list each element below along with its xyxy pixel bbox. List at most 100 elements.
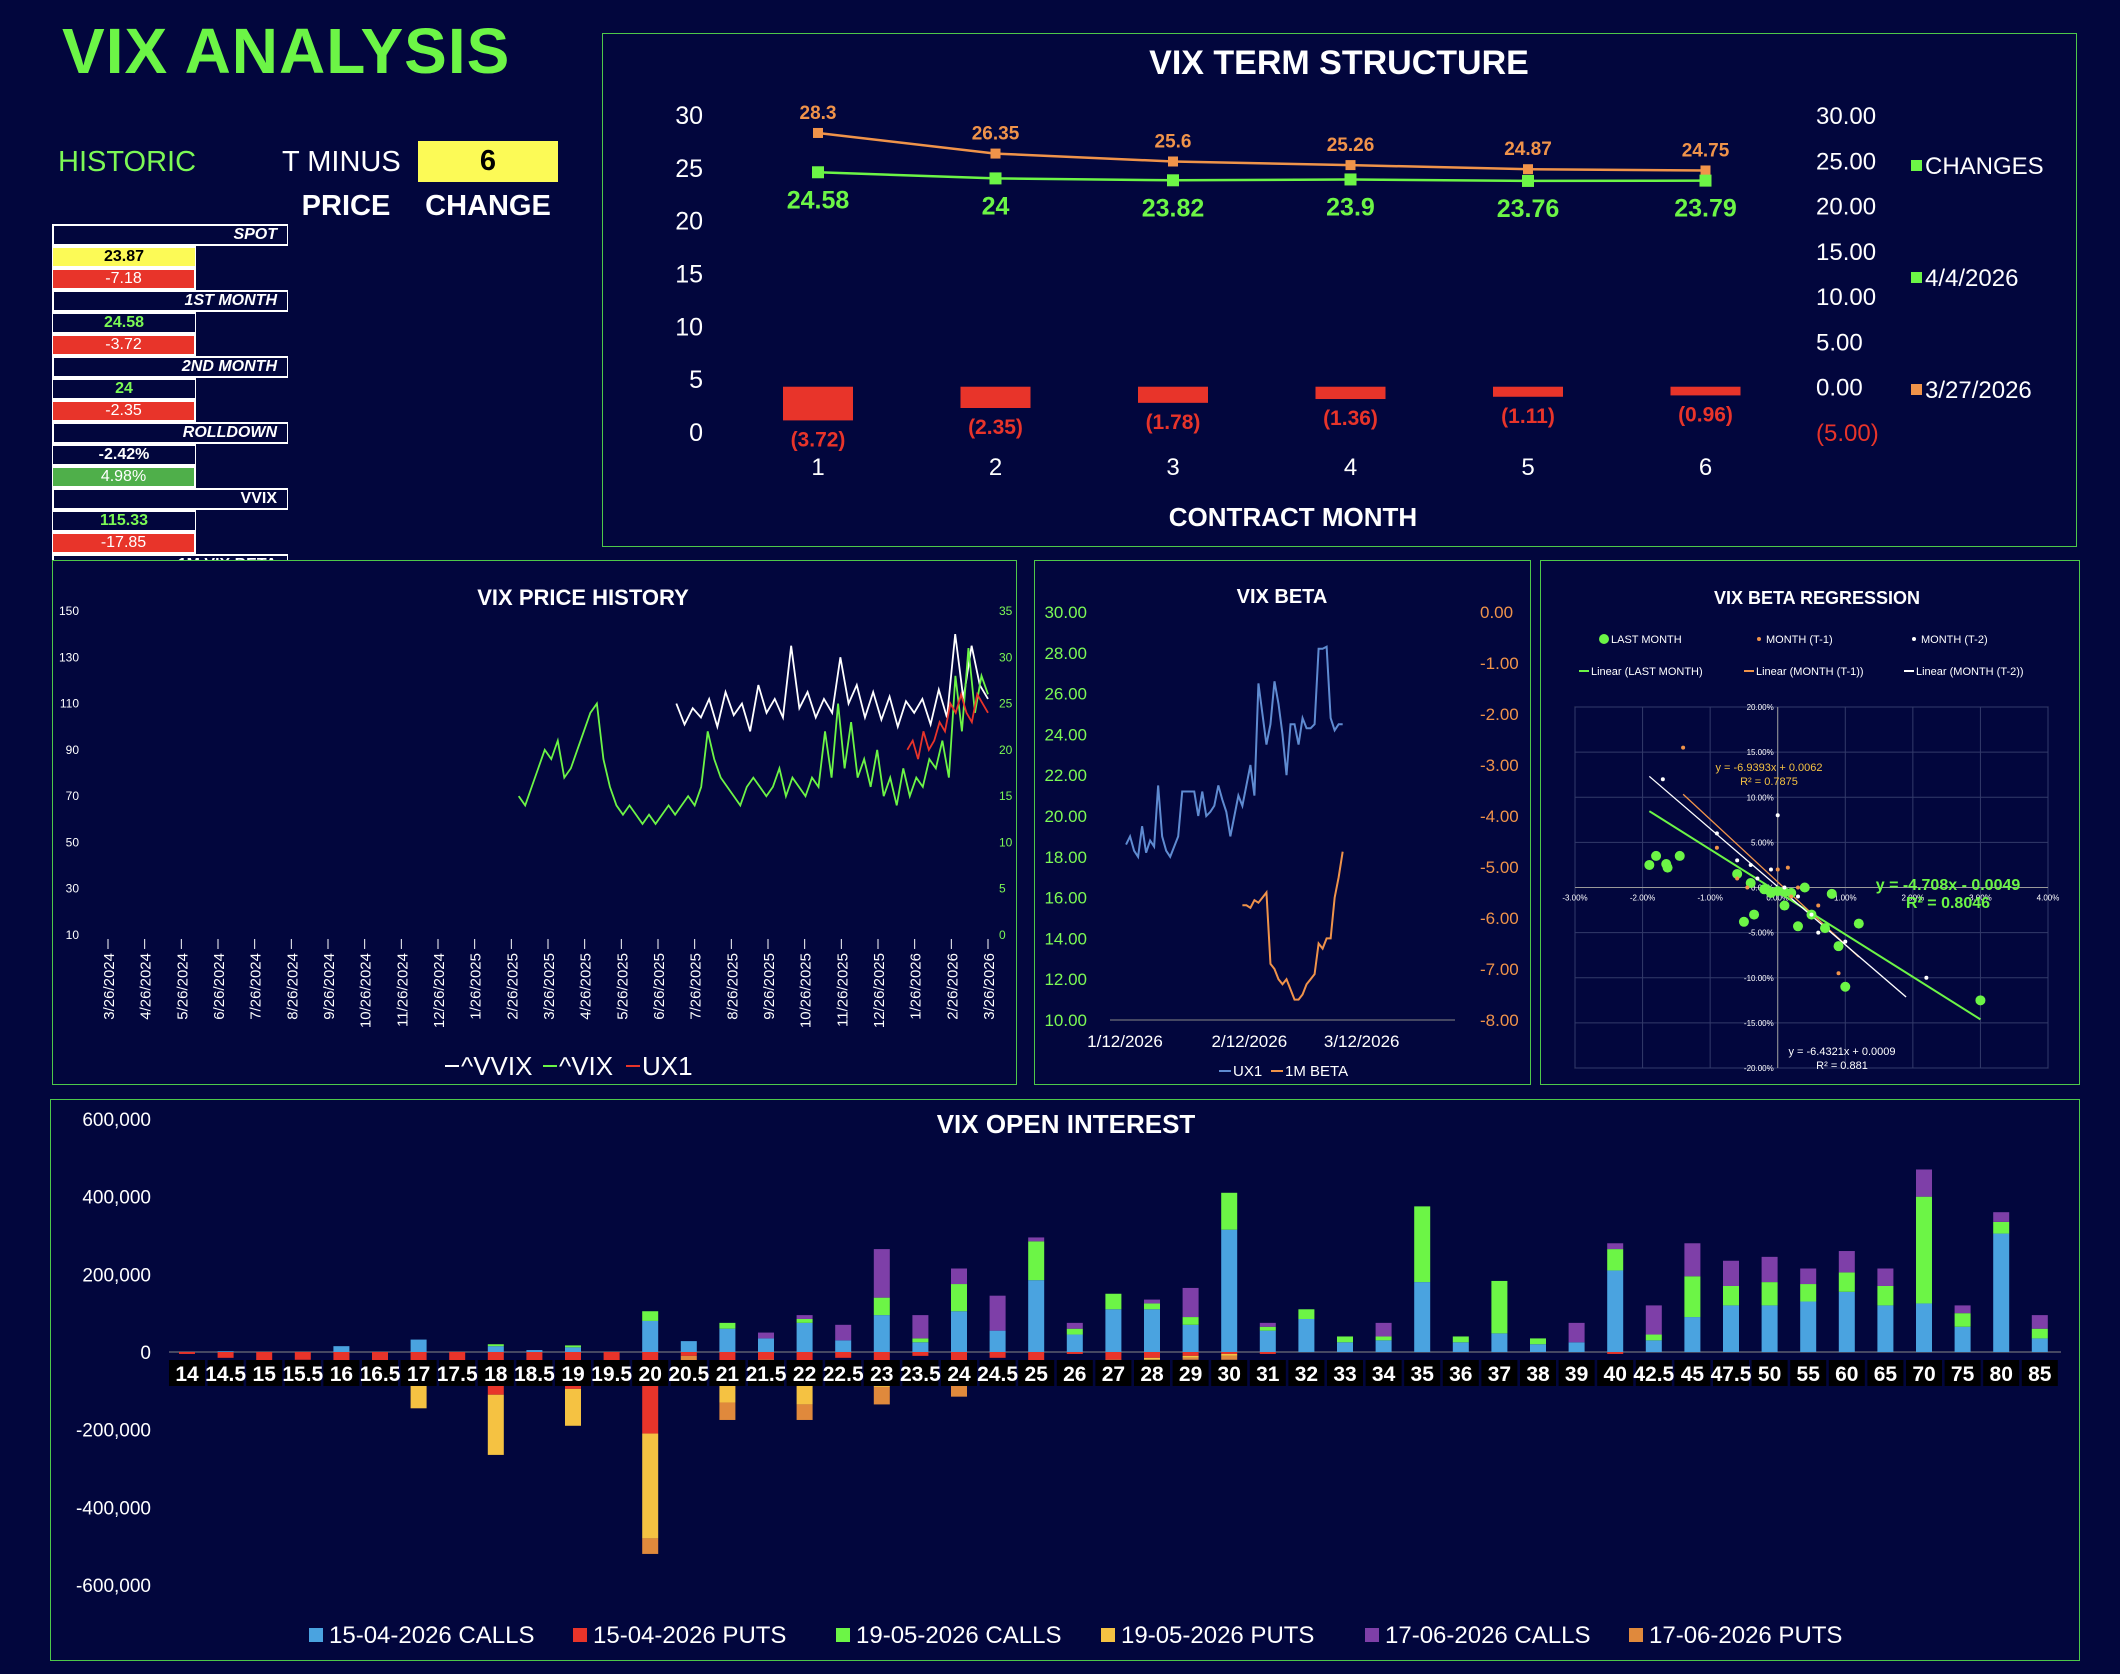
vix-beta-chart: VIX BETA 10.00 12.00 14.00 16.00 18.00 20.00 22… [1044, 586, 1519, 1080]
oi-bar [1414, 1282, 1431, 1352]
oi-bar [758, 1332, 774, 1339]
strike-label: 22.5 [823, 1363, 864, 1386]
legend-label: 19-05-2026 CALLS [856, 1622, 1061, 1649]
x-tick-label: 5/26/2024 [174, 953, 191, 1020]
x-tick-label: 2/26/2026 [944, 953, 961, 1020]
scatter-point [1975, 995, 1986, 1006]
y2-tick-label: -5.00 [1480, 858, 1519, 877]
scatter-point [1732, 868, 1743, 879]
oi-bar [1993, 1233, 2010, 1352]
strike-label-bg [477, 1360, 514, 1386]
oi-bar [526, 1352, 543, 1362]
prev-curve-marker [813, 127, 823, 138]
y-tick-label: 0 [140, 1343, 151, 1364]
x-tick-label: 9/26/2025 [761, 953, 778, 1020]
metric-change: 4.98% [52, 466, 196, 488]
oi-bar [642, 1433, 659, 1539]
ux1-line [906, 691, 989, 760]
oi-bar [217, 1352, 234, 1358]
oi-bar [294, 1352, 311, 1360]
y2-tick-label: 0 [999, 928, 1006, 942]
scatter-point [1714, 831, 1719, 836]
oi-bar [1761, 1256, 1778, 1283]
y-tick-label: -200,000 [76, 1421, 151, 1442]
strike-label-bg [1983, 1360, 2020, 1386]
strike-label-bg [1172, 1360, 1209, 1386]
oi-bar [1530, 1338, 1546, 1345]
y-tick-label: 12.00 [1044, 970, 1087, 989]
beta-line [1242, 851, 1344, 1001]
strike-label: 50 [1758, 1363, 1781, 1386]
scatter-point [1816, 903, 1821, 908]
strike-label: 36 [1449, 1363, 1472, 1386]
scatter-point [1795, 885, 1800, 890]
oi-bar [1838, 1251, 1855, 1273]
x-tick-label: 1 [811, 454, 824, 481]
x-tick-label: 4/26/2025 [578, 953, 595, 1020]
scatter-point [1674, 850, 1685, 861]
strike-label: 37 [1488, 1363, 1511, 1386]
beta-regression-panel: VIX BETA REGRESSION LAST MONTH MONTH (T-1)… [1540, 560, 2080, 1085]
oi-bar [873, 1386, 890, 1405]
oi-bar [796, 1322, 813, 1352]
strike-label: 75 [1951, 1363, 1975, 1386]
strike-label: 16 [330, 1363, 353, 1386]
prev-curve-data-label: 28.3 [800, 103, 837, 124]
vix-beta-panel: VIX BETA 10.00 12.00 14.00 16.00 18.00 20.00 22… [1034, 560, 1531, 1085]
strike-label-bg [439, 1360, 476, 1386]
strike-label: 31 [1256, 1363, 1280, 1386]
x-tick-label: 12/26/2024 [431, 953, 448, 1028]
price-history-chart: VIX PRICE HISTORY 10 30 50 70 90 110 130 150 0 5 10… [59, 585, 1013, 1081]
strike-label: 17.5 [437, 1363, 478, 1386]
legend-marker [836, 1628, 850, 1642]
oi-bar [989, 1352, 1006, 1358]
oi-bar [719, 1402, 736, 1420]
metric-label: SPOT [52, 224, 288, 246]
y-tick-label: 10 [675, 313, 703, 341]
strike-label: 23 [870, 1363, 893, 1386]
legend-marker [1629, 1628, 1643, 1642]
metric-price: 24.58 [52, 312, 196, 334]
oi-bar [1066, 1328, 1083, 1335]
oi-bar [1954, 1313, 1971, 1327]
legend-marker [1911, 384, 1922, 395]
t-minus-label: T MINUS [282, 146, 401, 178]
strike-label: 85 [2028, 1363, 2052, 1386]
x-tick-label: 2/26/2025 [504, 953, 521, 1020]
strike-label-bg [1828, 1360, 1865, 1386]
oi-bar [1028, 1241, 1045, 1281]
metric-row: SPOT 23.87 -7.18 [52, 224, 558, 290]
metric-price: 115.33 [52, 510, 196, 532]
scatter-point [1820, 923, 1831, 934]
x-tick-label: 12/26/2025 [871, 953, 888, 1028]
oi-bar [1298, 1309, 1315, 1319]
legend-label: Linear (LAST MONTH) [1591, 666, 1703, 678]
x-tick-label: 6/26/2024 [211, 953, 228, 1020]
oi-bar [1568, 1342, 1585, 1352]
chart-title: VIX OPEN INTEREST [937, 1109, 1196, 1139]
strike-label: 33 [1333, 1363, 1356, 1386]
strike-label-bg [555, 1360, 591, 1386]
legend-label: 15-04-2026 CALLS [329, 1622, 534, 1649]
oi-bar [1105, 1293, 1122, 1310]
change-bar [1670, 386, 1741, 396]
regression-equation: y = -4.708x - 0.0049 [1876, 877, 2021, 894]
x-tick-label: 0.00% [1766, 894, 1789, 903]
legend-marker [1599, 634, 1609, 644]
strike-label-bg [1520, 1360, 1556, 1386]
legend-label: MONTH (T-1) [1766, 634, 1833, 646]
scatter-point [1785, 865, 1790, 870]
strike-label-bg [400, 1360, 437, 1386]
price-column-header: PRICE [301, 190, 391, 222]
oi-bar [1028, 1352, 1045, 1364]
current-curve-marker [1167, 174, 1179, 187]
historic-label: HISTORIC [58, 146, 197, 178]
legend-marker [1101, 1628, 1115, 1642]
oi-bar [2031, 1338, 2048, 1352]
oi-bar [1182, 1324, 1199, 1352]
strike-label: 28 [1140, 1363, 1164, 1386]
strike-label: 18.5 [514, 1363, 555, 1386]
scatter-point [1735, 876, 1740, 881]
y-tick-label: 70 [66, 789, 80, 803]
